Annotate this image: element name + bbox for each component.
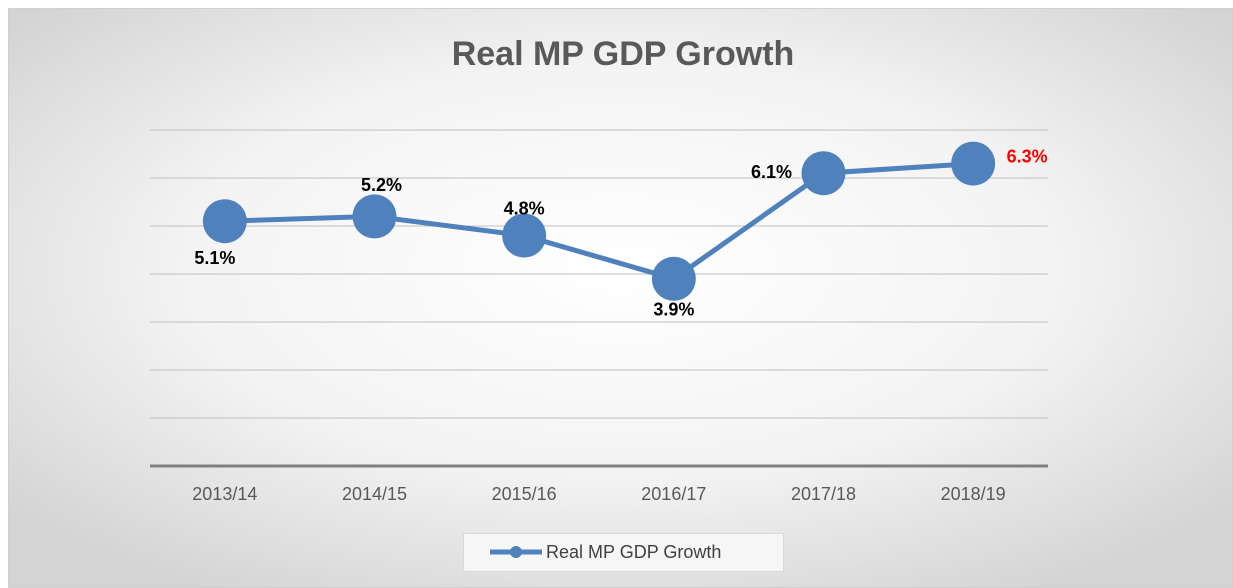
series-line <box>224 161 974 282</box>
data-label: 3.9% <box>653 300 694 320</box>
data-point <box>502 213 547 258</box>
x-tick-label: 2018/19 <box>941 484 1006 504</box>
data-point <box>202 199 247 244</box>
data-label: 6.3% <box>1007 146 1048 166</box>
x-tick-label: 2016/17 <box>641 484 706 504</box>
legend-label: Real MP GDP Growth <box>546 542 721 562</box>
data-point <box>951 141 996 186</box>
x-tick-label: 2014/15 <box>342 484 407 504</box>
data-point <box>801 151 846 196</box>
data-label: 4.8% <box>504 198 545 218</box>
data-label: 5.1% <box>194 248 235 268</box>
data-point <box>352 194 397 239</box>
x-tick-label: 2013/14 <box>192 484 257 504</box>
data-point <box>651 256 696 301</box>
data-label: 5.2% <box>361 175 402 195</box>
chart-title: Real MP GDP Growth <box>452 35 795 73</box>
chart-frame <box>8 8 1233 588</box>
data-label: 6.1% <box>751 162 792 182</box>
x-tick-label: 2017/18 <box>791 484 856 504</box>
x-tick-label: 2015/16 <box>492 484 557 504</box>
legend-marker <box>510 546 522 558</box>
